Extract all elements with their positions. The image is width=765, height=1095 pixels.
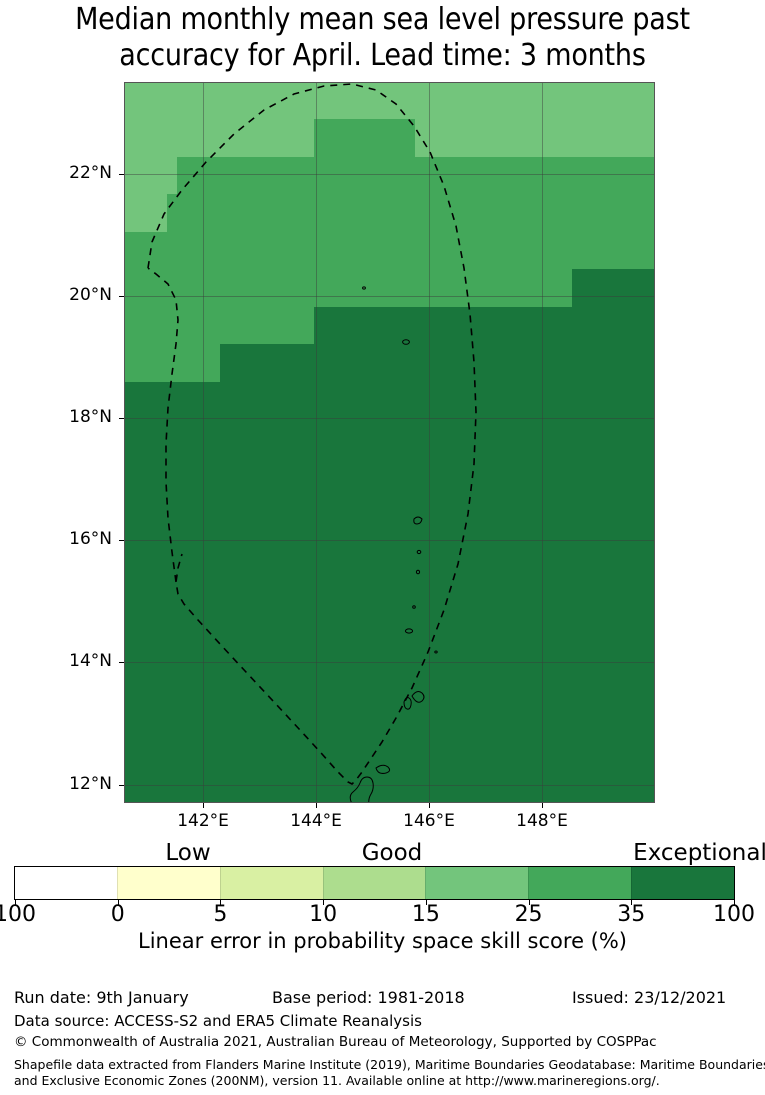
y-axis-tick-label: 20°N (69, 284, 112, 305)
y-axis-tick-label: 14°N (69, 651, 112, 672)
heatmap-cell (314, 307, 655, 344)
colorbar[interactable] (14, 866, 735, 900)
heatmap-cell (572, 269, 655, 307)
y-axis-tick-mark (119, 418, 124, 420)
x-axis-tick-mark (429, 803, 431, 808)
colorbar-segment[interactable] (219, 867, 323, 899)
colorbar-tick-mark (734, 900, 735, 905)
island-asuncion (413, 516, 423, 525)
island-tinian (411, 691, 425, 703)
colorbar-tick-label: 100 (713, 902, 755, 927)
island-guam (349, 776, 374, 803)
island-anatahan (434, 650, 438, 654)
exclusive-economic-zone-dashed-outline (147, 83, 477, 785)
colorbar-tick-labels: 100 0 5 10 15 25 35 100 (0, 900, 765, 928)
colorbar-tick-label: 35 (617, 902, 646, 927)
x-axis-tick-label: 146°E (403, 811, 455, 831)
y-axis-tick-mark (119, 173, 124, 175)
heatmap-cell (314, 119, 415, 157)
heatmap-cell (220, 344, 655, 382)
run-date: Run date: 9th January (14, 988, 189, 1007)
colorbar-category-label: Exceptional (633, 840, 765, 866)
colorbar-caption: Linear error in probability space skill … (138, 929, 627, 953)
island-sarigan (404, 628, 414, 634)
colorbar-tick-mark (220, 900, 222, 905)
heatmap-cell (124, 344, 220, 382)
island-pagan (415, 569, 421, 575)
y-axis-tick-mark (119, 662, 124, 664)
mariana-islands-coastlines (349, 286, 438, 803)
heatmap-cell (124, 269, 655, 307)
colorbar-tick-mark (631, 900, 633, 905)
heatmap-cell (415, 157, 655, 194)
heatmap-cell (124, 82, 177, 119)
heatmap-cell (124, 157, 177, 194)
heatmap-cell (167, 194, 415, 232)
colorbar-segment[interactable] (631, 867, 735, 899)
colorbar-segment[interactable] (425, 867, 529, 899)
heatmap-cell (124, 382, 655, 803)
x-axis-tick-mark (316, 803, 318, 808)
data-source-text: Data source: ACCESS-S2 and ERA5 Climate … (14, 1012, 422, 1030)
base-period: Base period: 1981-2018 (272, 988, 465, 1007)
heatmap-cell (415, 194, 655, 232)
colorbar-tick-mark (425, 900, 427, 905)
heatmap-cell (177, 119, 314, 157)
heatmap-cell (177, 157, 415, 194)
heatmap-cell (124, 119, 177, 157)
colorbar-tick-label: 100 (0, 902, 36, 927)
map-vector-overlay (147, 83, 477, 803)
island-farallon (362, 286, 366, 290)
heatmap-cell (415, 119, 655, 157)
issued-date: Issued: 23/12/2021 (572, 988, 727, 1007)
colorbar-tick-mark (117, 900, 119, 905)
chart-title-line-1: Median monthly mean sea level pressure p… (75, 2, 690, 37)
island-saipan (403, 697, 412, 710)
colorbar-tick-label: 15 (411, 902, 440, 927)
colorbar-segment[interactable] (116, 867, 220, 899)
colorbar-segment[interactable] (528, 867, 632, 899)
x-axis-tick-mark (203, 803, 205, 808)
colorbar-category-labels: Low Good Exceptional (0, 840, 765, 866)
colorbar-category-label: Low (165, 840, 211, 866)
heatmap-cell (124, 307, 314, 344)
colorbar-tick-mark (528, 900, 530, 905)
y-axis-tick-label: 16°N (69, 529, 112, 550)
island-agrihan (416, 549, 422, 555)
map-panel[interactable] (124, 82, 655, 803)
x-axis-tick-label: 148°E (516, 811, 568, 831)
x-axis-tick-label: 144°E (290, 811, 342, 831)
footer-metadata-row: Run date: 9th January Base period: 1981-… (14, 988, 765, 1010)
shapefile-note-line-2: and Exclusive Economic Zones (200NM), ve… (14, 1073, 660, 1088)
colorbar-tick-label: 10 (309, 902, 338, 927)
heatmap-cell (124, 232, 655, 269)
colorbar-tick-label: 25 (514, 902, 543, 927)
y-axis-tick-mark (119, 540, 124, 542)
heatmap-cell (177, 82, 655, 119)
colorbar-tick-mark (15, 900, 16, 905)
chart-title-line-2: accuracy for April. Lead time: 3 months (119, 38, 646, 73)
y-axis-tick-mark (119, 295, 124, 297)
y-axis-tick-label: 18°N (69, 407, 112, 428)
y-axis-tick-label: 12°N (69, 773, 112, 794)
y-axis-tick-label: 22°N (69, 162, 112, 183)
colorbar-segment[interactable] (15, 867, 117, 899)
shapefile-note-line-1: Shapefile data extracted from Flanders M… (14, 1057, 765, 1072)
colorbar-segment[interactable] (322, 867, 426, 899)
skill-score-heatmap-raster (124, 82, 655, 803)
island-alamagan (412, 605, 416, 609)
colorbar-category-label: Good (361, 840, 423, 866)
x-axis-tick-label: 142°E (177, 811, 229, 831)
copyright-text: © Commonwealth of Australia 2021, Austra… (14, 1034, 657, 1050)
island-maug (402, 339, 410, 345)
y-axis-tick-mark (119, 784, 124, 786)
island-rota (375, 764, 391, 774)
x-axis-tick-mark (542, 803, 544, 808)
colorbar-tick-label: 5 (213, 902, 228, 927)
colorbar-tick-mark (323, 900, 325, 905)
colorbar-tick-label: 0 (110, 902, 125, 927)
